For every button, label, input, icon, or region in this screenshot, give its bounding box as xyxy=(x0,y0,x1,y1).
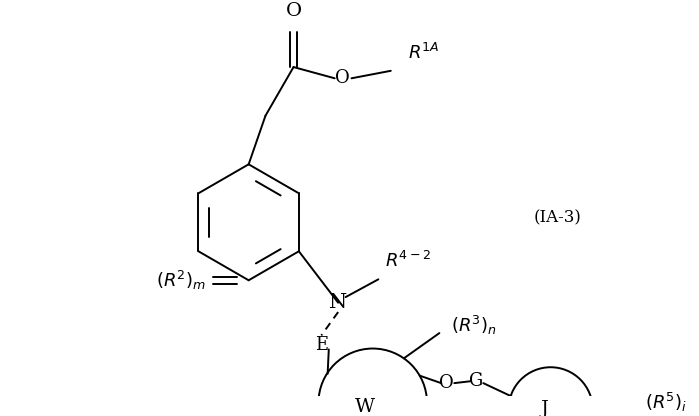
Text: E: E xyxy=(315,336,328,354)
Text: $R^{1A}$: $R^{1A}$ xyxy=(408,43,439,63)
Text: $(R^2)_m$: $(R^2)_m$ xyxy=(156,269,206,292)
Text: O: O xyxy=(438,374,453,392)
Text: O: O xyxy=(285,2,301,20)
Text: G: G xyxy=(469,372,483,390)
Text: $(R^3)_n$: $(R^3)_n$ xyxy=(451,314,496,337)
Text: W: W xyxy=(355,399,375,416)
Text: J: J xyxy=(541,400,549,416)
Text: N: N xyxy=(329,293,347,312)
Text: O: O xyxy=(335,69,350,87)
Text: (IA-3): (IA-3) xyxy=(533,209,581,226)
Text: $R^{4-2}$: $R^{4-2}$ xyxy=(385,251,431,271)
Text: $(R^5)_i$: $(R^5)_i$ xyxy=(645,391,687,414)
